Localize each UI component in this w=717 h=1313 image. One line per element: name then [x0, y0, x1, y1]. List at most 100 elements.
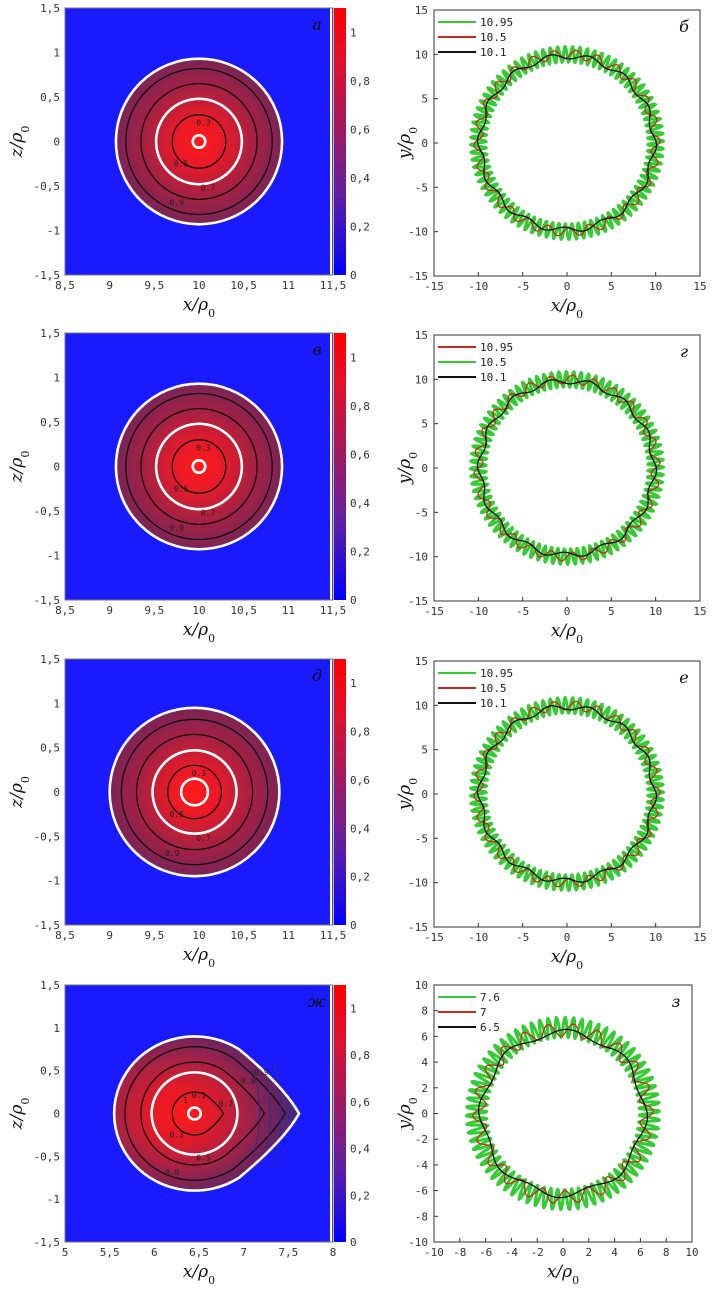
x-tick-5: 10 — [649, 280, 662, 293]
panel-letter: е — [679, 668, 688, 687]
plot-frame — [64, 7, 334, 276]
legend-label-2: 6.5 — [480, 1021, 500, 1034]
x-tick-4: -2 — [531, 1246, 544, 1259]
contour-label-1: 0.5 — [174, 484, 189, 493]
colorbar-tick-4: 0,2 — [350, 1189, 370, 1202]
x-tick-6: 11,5 — [320, 279, 347, 292]
y-tick-1: 10 — [415, 699, 428, 712]
heatmap-panel-0: 0.30.50.70.910,80,60,40,208,5 9 9,5 10 10,5 1… — [7, 2, 370, 320]
colorbar-tick-3: 0,4 — [350, 172, 370, 185]
colorbar-tick-3: 0,4 — [350, 1143, 370, 1156]
x-axis-label-text: x/ρ0 — [183, 1262, 215, 1287]
plot-frame — [64, 332, 334, 601]
y-axis-label: z/ρ0 — [7, 1098, 32, 1131]
y-tick-9: -8 — [415, 1210, 428, 1223]
contour-black-1 — [140, 1061, 265, 1166]
y-tick-2: 0,5 — [40, 91, 60, 104]
x-axis-label: x/ρ0 — [183, 620, 215, 645]
x-tick-5: 11 — [282, 279, 295, 292]
y-axis-label-text: z/ρ0 — [7, 776, 32, 809]
colorbar-tick-0: 1 — [350, 26, 357, 39]
y-tick-4: -5 — [415, 506, 428, 519]
y-tick-5: -1 — [47, 225, 60, 238]
panel-letter: в — [312, 340, 321, 359]
y-axis-label: z/ρ0 — [7, 451, 32, 484]
contour-tail-0 — [252, 1068, 261, 1159]
x-axis-label: x/ρ0 — [183, 945, 215, 970]
y-tick-6: -15 — [408, 270, 428, 283]
legend-label-0: 10.95 — [480, 16, 513, 29]
colorbar-tick-4: 0,2 — [350, 871, 370, 884]
y-tick-8: -6 — [415, 1185, 428, 1198]
colorbar-tick-5: 0 — [350, 594, 357, 607]
series-2 — [476, 705, 658, 883]
x-tick-1: -10 — [468, 931, 488, 944]
contour-black-0 — [124, 1046, 286, 1181]
y-tick-4: -0,5 — [34, 830, 61, 843]
y-tick-0: 1,5 — [40, 2, 60, 15]
contour-label-1: 0.5 — [174, 159, 189, 168]
y-tick-1: 10 — [415, 373, 428, 386]
panel-letter: б — [679, 17, 689, 36]
line-panel-1: -15 -10 -5 0 5 10 15 15 10 5 0 -5 -10 -15 x/ρ0 y/ρ0 10.9… — [395, 329, 707, 646]
y-tick-2: 0,5 — [40, 742, 60, 755]
contour-label-5: 0.8 — [241, 1077, 256, 1086]
contour-white-1 — [154, 97, 244, 186]
y-tick-3: 4 — [421, 1056, 428, 1069]
heatmap-panel-1: 0.30.50.70.910,80,60,40,208,5 9 9,5 10 10,5 1… — [7, 327, 370, 645]
legend-label-2: 10.1 — [480, 46, 507, 59]
contour-black-1 — [140, 83, 258, 200]
x-axis-label-text: x/ρ0 — [183, 945, 215, 970]
y-tick-4: -0,5 — [34, 180, 61, 193]
legend-label-0: 7.6 — [480, 991, 500, 1004]
panel-letter: д — [312, 666, 322, 685]
y-axis-label: y/ρ0 — [395, 1097, 420, 1130]
contour-black-2 — [171, 1091, 225, 1136]
y-axis-label-text: z/ρ0 — [7, 126, 32, 159]
y-axis-label-text: z/ρ0 — [7, 1098, 32, 1131]
panel-letter: з — [672, 992, 681, 1011]
y-tick-6: -2 — [415, 1133, 428, 1146]
y-tick-0: 15 — [415, 329, 428, 342]
x-tick-0: 8,5 — [55, 929, 75, 942]
x-tick-6: 2 — [585, 1246, 592, 1259]
x-axis-label-text: x/ρ0 — [547, 1262, 579, 1287]
series-1 — [473, 49, 661, 237]
y-tick-2: 0,5 — [40, 1065, 60, 1078]
y-axis-label-text: y/ρ0 — [395, 1097, 420, 1130]
contour-white-0 — [112, 1035, 301, 1192]
contour-black-0 — [125, 67, 273, 216]
contour-black-0 — [120, 718, 269, 866]
x-tick-2: 9,5 — [144, 279, 164, 292]
colorbar — [334, 333, 346, 600]
y-tick-0: 15 — [415, 655, 428, 668]
x-axis-label-text: x/ρ0 — [183, 295, 215, 320]
colorbar-tick-1: 0,8 — [350, 726, 370, 739]
y-axis-label-text: y/ρ0 — [395, 778, 420, 811]
y-axis-label: y/ρ0 — [395, 127, 420, 160]
x-tick-7: 4 — [611, 1246, 618, 1259]
x-tick-1: 9 — [106, 604, 113, 617]
contour-tail-2 — [273, 1063, 282, 1164]
y-tick-4: 2 — [421, 1082, 428, 1095]
colorbar-tick-0: 1 — [350, 1002, 357, 1015]
plasma-blob — [115, 383, 283, 550]
y-tick-0: 15 — [415, 4, 428, 17]
x-tick-4: 10,5 — [230, 604, 257, 617]
y-axis-label: z/ρ0 — [7, 126, 32, 159]
x-tick-1: 9 — [106, 929, 113, 942]
series-1 — [473, 700, 661, 888]
contour-white-1 — [154, 422, 244, 511]
x-axis-label-text: x/ρ0 — [551, 947, 583, 972]
contour-white-0 — [114, 382, 284, 551]
x-tick-3: 0 — [564, 931, 571, 944]
y-tick-5: -10 — [408, 551, 428, 564]
y-tick-4: -5 — [415, 181, 428, 194]
x-tick-3: 10 — [192, 279, 205, 292]
x-tick-5: 7,5 — [278, 1246, 298, 1259]
colorbar-tick-5: 0 — [350, 1236, 357, 1249]
panel-letter: ж — [308, 992, 327, 1011]
line-panel-0: -15 -10 -5 0 5 10 15 15 10 5 0 -5 -10 -15 x/ρ0 y/ρ0 10.9… — [395, 4, 707, 321]
contour-black-2 — [171, 439, 227, 494]
x-axis-label: x/ρ0 — [183, 1262, 215, 1287]
